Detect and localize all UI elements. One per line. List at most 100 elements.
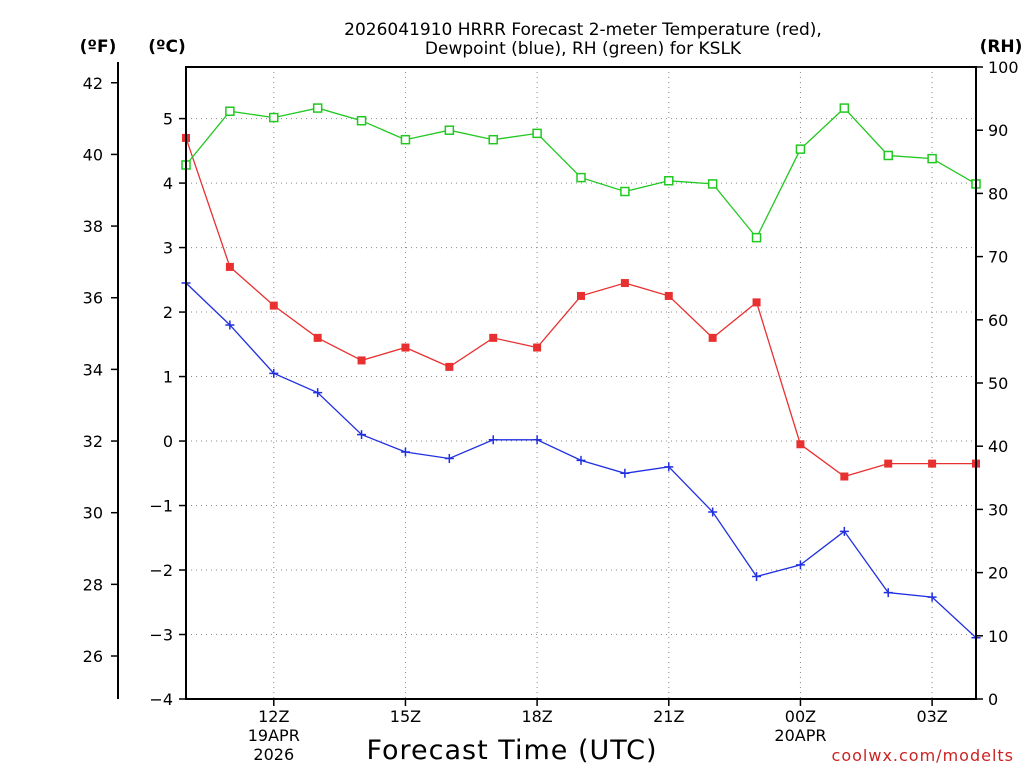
dewpoint-point: [883, 588, 893, 598]
time-tick-year: 2026: [253, 745, 294, 764]
fahrenheit-tick-label: 40: [83, 145, 103, 164]
temp-point: [664, 291, 673, 300]
temp-point: [884, 459, 893, 468]
celsius-tick-label: −3: [149, 626, 173, 645]
celsius-tick-label: −2: [149, 561, 173, 580]
time-tick-label: 03Z: [916, 707, 947, 726]
rh-point: [400, 134, 411, 145]
time-tick-label: 00Z: [785, 707, 816, 726]
dewpoint-point: [752, 571, 762, 581]
temp-point: [225, 262, 234, 271]
rh-point: [620, 186, 630, 197]
dewpoint-series: [181, 278, 981, 643]
temp-point: [489, 333, 498, 342]
celsius-tick-label: 3: [163, 239, 173, 258]
fahrenheit-tick-label: 26: [83, 647, 103, 666]
temp-point: [269, 301, 278, 310]
time-tick-label: 12Z: [258, 707, 289, 726]
rh-axis: 0 10 20 30 40 50 60 70 80 90 100: [976, 58, 1019, 709]
fahrenheit-tick-label: 36: [83, 289, 103, 308]
fahrenheit-tick-label: 30: [83, 504, 103, 523]
dewpoint-point: [839, 526, 849, 536]
temp-point: [313, 333, 322, 342]
temp-point: [577, 291, 585, 300]
time-tick-label: 15Z: [390, 707, 421, 726]
dewpoint-point: [620, 468, 630, 478]
time-tick-date: 20APR: [774, 726, 826, 745]
credit-link[interactable]: coolwx.com/modelts: [832, 746, 1014, 765]
rh-point: [751, 232, 762, 243]
rh-point: [927, 153, 937, 164]
rh-point: [356, 115, 367, 126]
dewpoint-point: [488, 435, 498, 445]
plot-frame: [185, 66, 977, 700]
rh-point: [839, 103, 850, 113]
temp-series: [182, 133, 980, 481]
dewpoint-point: [708, 507, 718, 517]
rh-point: [532, 128, 542, 139]
rh-point: [707, 179, 718, 189]
time-tick-label: 18Z: [521, 707, 552, 726]
data-series: [181, 103, 981, 643]
temp-point: [752, 298, 761, 307]
rh-tick-label: 80: [988, 184, 1008, 203]
temp-point: [840, 472, 849, 481]
temp-point: [357, 356, 366, 365]
celsius-tick-label: −4: [149, 690, 173, 709]
rh-tick-label: 40: [988, 437, 1008, 456]
fahrenheit-tick-label: 28: [83, 575, 103, 594]
time-tick-label: 21Z: [653, 707, 684, 726]
dewpoint-point: [357, 430, 367, 440]
rh-point: [444, 125, 455, 135]
celsius-unit-label: (ºC): [148, 37, 186, 57]
temp-line: [185, 137, 976, 478]
celsius-tick-label: 2: [163, 303, 173, 322]
rh-unit-label: (RH): [980, 37, 1023, 57]
rh-tick-label: 30: [988, 500, 1008, 519]
dewpoint-point: [400, 447, 410, 457]
rh-tick-label: 10: [988, 627, 1008, 646]
temp-point: [620, 279, 629, 288]
rh-tick-label: 100: [988, 58, 1019, 77]
fahrenheit-tick-label: 34: [83, 360, 103, 379]
dewpoint-point: [313, 388, 323, 398]
dewpoint-point: [576, 455, 586, 465]
gridlines: [186, 67, 976, 699]
celsius-axis: −4 −3 −2 −1 0 1 2 3 4 5: [149, 110, 186, 709]
temp-point: [401, 343, 410, 352]
rh-tick-label: 60: [988, 311, 1008, 330]
rh-point: [225, 106, 235, 116]
rh-tick-label: 90: [988, 121, 1008, 140]
fahrenheit-tick-label: 38: [83, 217, 103, 236]
dewpoint-point: [795, 560, 805, 570]
dewpoint-point: [225, 320, 235, 330]
chart-title: 2026041910 HRRR Forecast 2-meter Tempera…: [344, 20, 822, 40]
temp-point: [796, 440, 805, 449]
celsius-tick-label: 0: [163, 432, 173, 451]
dewpoint-point: [532, 435, 542, 445]
dewpoint-point: [664, 462, 674, 472]
time-tick-date: 19APR: [248, 726, 300, 745]
rh-point: [576, 172, 586, 183]
chart-subtitle: Dewpoint (blue), RH (green) for KSLK: [425, 39, 742, 59]
rh-tick-label: 0: [988, 690, 998, 709]
temp-point: [533, 343, 542, 352]
dewpoint-point: [927, 592, 937, 602]
x-axis-label: Forecast Time (UTC): [366, 735, 657, 766]
rh-point: [664, 176, 674, 186]
temp-point: [445, 362, 454, 371]
celsius-tick-label: 1: [163, 368, 173, 387]
rh-point: [269, 112, 279, 123]
fahrenheit-tick-label: 32: [83, 432, 103, 451]
rh-point: [795, 144, 806, 154]
temp-point: [708, 333, 717, 342]
fahrenheit-axis: 26 28 30 32 34 36 38 40 42: [83, 62, 119, 699]
rh-point: [488, 134, 498, 145]
fahrenheit-unit-label: (ºF): [80, 37, 117, 57]
rh-point: [312, 103, 323, 113]
celsius-tick-label: 4: [163, 174, 173, 193]
rh-series: [181, 103, 981, 243]
rh-tick-label: 20: [988, 564, 1008, 583]
